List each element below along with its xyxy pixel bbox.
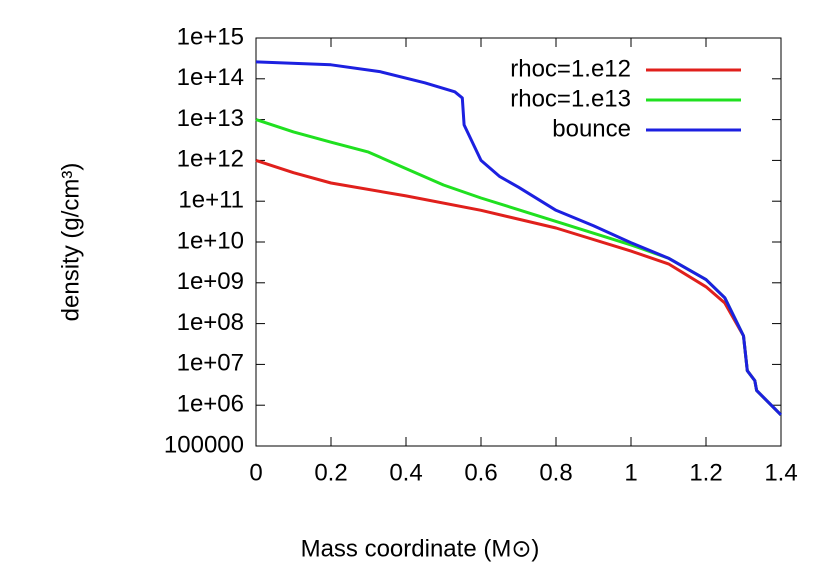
legend-label: rhoc=1.e13: [510, 85, 631, 112]
line-series: [255, 60, 783, 416]
x-tick-label: 1.4: [764, 459, 797, 486]
x-axis-label: Mass coordinate (M⊙): [301, 535, 540, 562]
x-tick-label: 0.8: [539, 459, 572, 486]
x-tick-label: 1.2: [689, 459, 722, 486]
line-series: [255, 118, 783, 416]
legend-label: rhoc=1.e12: [510, 55, 631, 82]
x-tick-label: 1: [624, 459, 637, 486]
plot-frame: [255, 37, 782, 447]
line-series: [255, 158, 783, 416]
y-tick-label: 1e+14: [177, 64, 244, 91]
y-tick-label: 1e+09: [177, 268, 244, 295]
y-tick-label: 1e+13: [177, 105, 244, 132]
y-tick-label: 1e+11: [178, 187, 244, 214]
y-tick-label: 1e+10: [177, 227, 244, 254]
x-tick-label: 0.2: [314, 459, 347, 486]
y-tick-label: 1e+08: [177, 309, 244, 336]
x-tick-label: 0.4: [389, 459, 422, 486]
y-tick-label: 1e+15: [177, 23, 244, 50]
legend-label: bounce: [552, 115, 631, 142]
y-tick-label: 1e+12: [177, 146, 244, 173]
y-tick-label: 1e+07: [177, 350, 244, 377]
x-tick-label: 0: [249, 459, 262, 486]
y-tick-label: 1e+06: [177, 391, 244, 418]
x-tick-label: 0.6: [464, 459, 497, 486]
y-axis-label: density (g/cm³): [57, 163, 84, 322]
y-tick-label: 100000: [164, 431, 244, 458]
